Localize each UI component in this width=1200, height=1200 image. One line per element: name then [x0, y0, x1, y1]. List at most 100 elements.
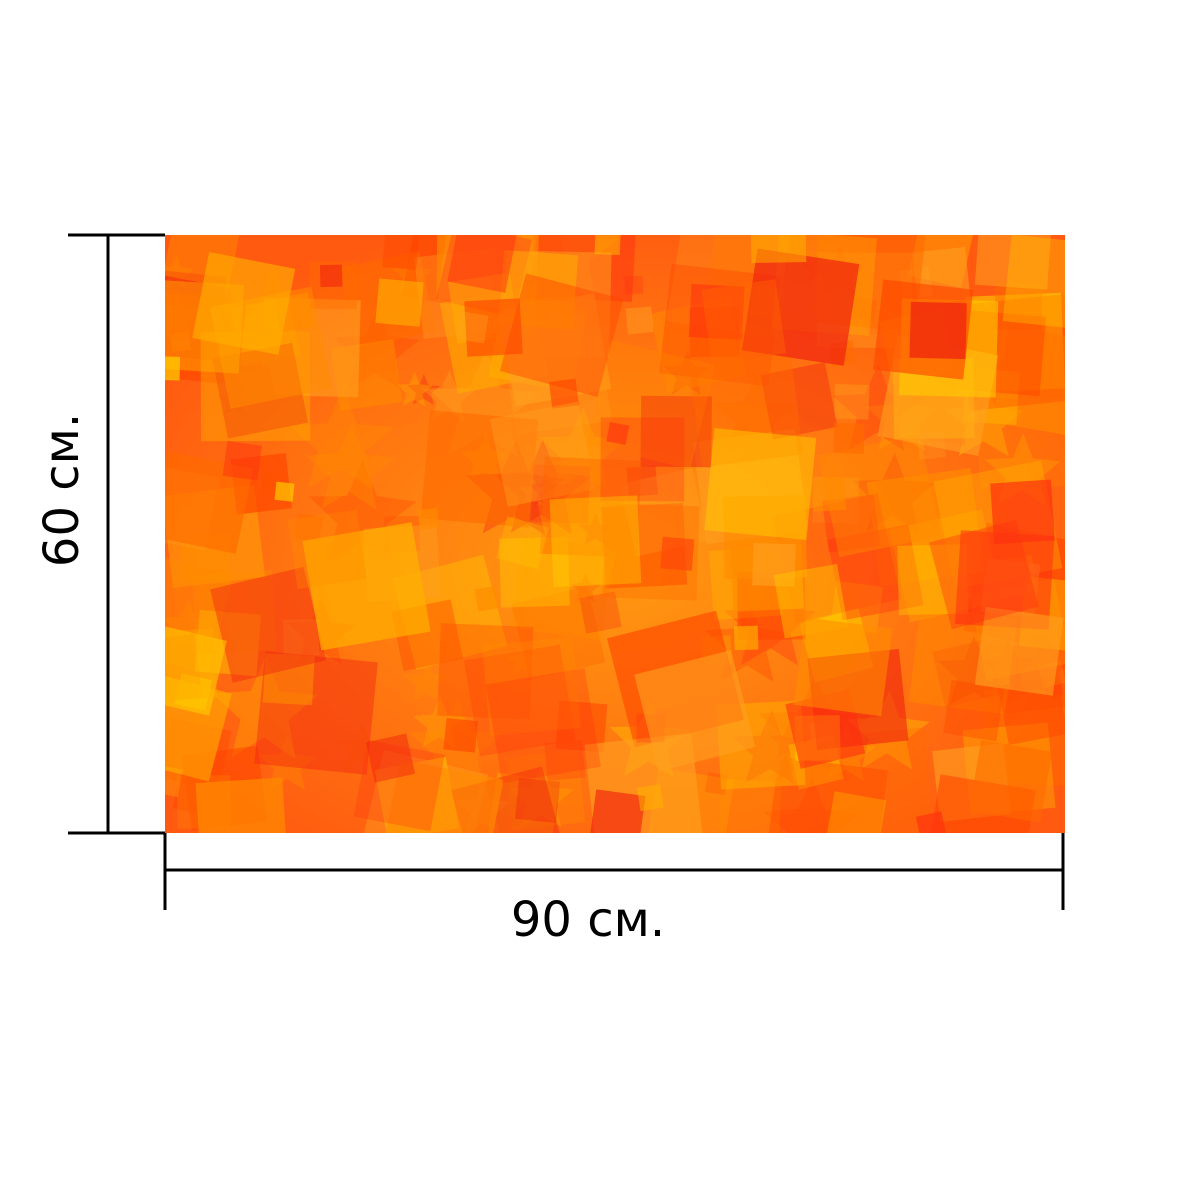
square — [1002, 235, 1065, 331]
star — [212, 656, 319, 759]
square — [420, 410, 539, 528]
star — [396, 372, 433, 407]
square — [742, 248, 860, 366]
square — [177, 775, 231, 829]
square — [192, 251, 296, 355]
star — [528, 471, 564, 506]
square — [773, 563, 849, 639]
square — [897, 544, 969, 616]
square — [915, 811, 947, 833]
square — [293, 512, 324, 543]
square — [540, 456, 642, 559]
square — [660, 536, 695, 571]
square — [866, 468, 985, 587]
star — [508, 765, 575, 828]
star — [570, 572, 601, 602]
square — [602, 503, 700, 601]
square — [375, 278, 424, 327]
square — [974, 606, 1064, 696]
square — [417, 507, 440, 530]
square — [482, 637, 581, 736]
square — [636, 784, 664, 812]
square — [718, 779, 782, 833]
square — [496, 516, 549, 570]
square — [752, 542, 796, 587]
artwork-shapes — [165, 235, 1065, 833]
square — [954, 530, 1055, 630]
square — [437, 235, 539, 313]
square — [437, 623, 534, 720]
star — [578, 513, 613, 546]
square — [626, 465, 658, 497]
width-label: 90 см. — [511, 892, 665, 948]
star — [538, 407, 627, 492]
square — [750, 235, 807, 264]
square — [704, 428, 817, 540]
square — [943, 679, 1005, 742]
square — [302, 522, 431, 651]
star — [713, 373, 797, 454]
square — [589, 789, 646, 833]
square — [487, 772, 561, 833]
square — [456, 311, 489, 344]
square — [191, 570, 277, 655]
star — [289, 388, 395, 490]
star — [335, 722, 389, 773]
square — [499, 536, 570, 608]
star — [305, 423, 396, 511]
square — [829, 580, 883, 634]
square — [165, 356, 181, 381]
square — [509, 535, 615, 641]
square — [222, 441, 262, 481]
square — [689, 352, 804, 468]
square — [511, 586, 606, 681]
square — [165, 628, 218, 703]
star — [507, 645, 539, 675]
square — [555, 700, 608, 753]
square — [990, 479, 1055, 545]
square — [549, 495, 642, 588]
square — [579, 591, 622, 634]
square — [254, 651, 378, 775]
print-artwork — [165, 235, 1065, 833]
square — [165, 623, 227, 716]
square — [165, 451, 254, 554]
square — [833, 422, 865, 454]
square — [499, 273, 624, 397]
square — [544, 739, 586, 781]
square — [974, 235, 1053, 290]
square — [531, 464, 591, 524]
square — [827, 524, 924, 621]
square — [909, 301, 967, 360]
square — [624, 275, 644, 295]
square — [474, 585, 501, 612]
square — [600, 417, 685, 502]
square — [817, 434, 941, 558]
square — [929, 519, 1039, 630]
square — [514, 777, 561, 823]
square — [688, 283, 745, 340]
height-label: 60 см. — [34, 413, 90, 567]
square — [504, 749, 586, 831]
star — [413, 696, 467, 748]
square — [464, 644, 576, 757]
square — [701, 279, 787, 364]
square — [379, 759, 504, 833]
square — [274, 481, 295, 502]
square — [382, 235, 420, 270]
star — [403, 658, 451, 703]
square — [210, 566, 327, 683]
square — [825, 791, 887, 833]
star — [937, 635, 1011, 706]
square — [548, 378, 579, 409]
square — [287, 509, 367, 589]
square — [464, 298, 523, 357]
star — [407, 373, 441, 405]
square — [447, 235, 517, 293]
square — [640, 395, 712, 468]
square — [502, 325, 612, 435]
square — [283, 619, 320, 656]
square — [619, 467, 709, 557]
